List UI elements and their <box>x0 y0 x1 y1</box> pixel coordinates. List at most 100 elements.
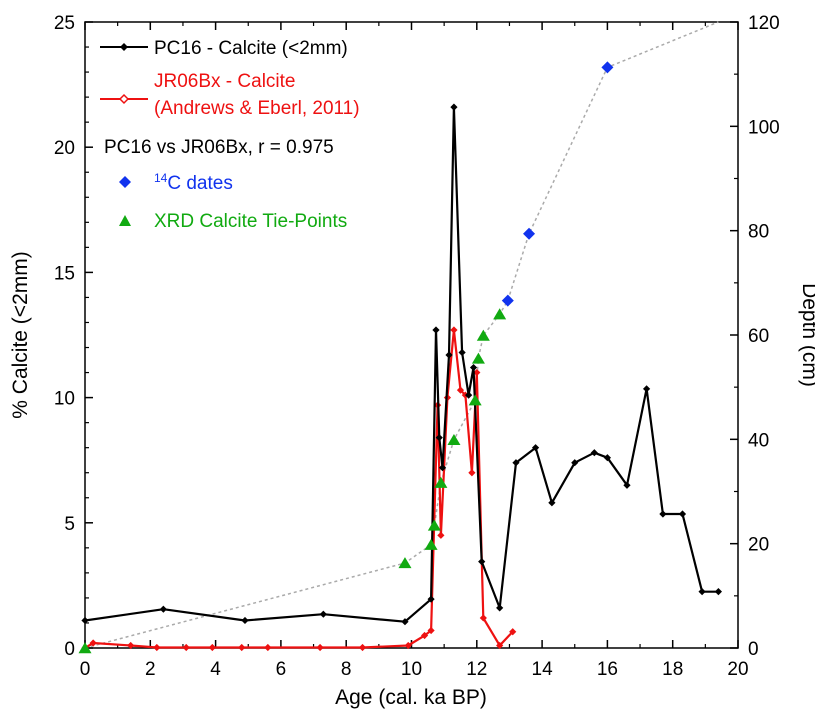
y-tick-label-5: 25 <box>54 13 75 34</box>
y-tick-label-3: 15 <box>54 263 75 284</box>
x-tick-label-1: 2 <box>145 659 156 680</box>
series-0-point-7 <box>435 434 443 442</box>
series-1-point-21 <box>479 614 487 622</box>
x-axis-title: Age (cal. ka BP) <box>335 686 487 709</box>
series-3-point-2 <box>601 61 614 74</box>
y-tick-label-2: 10 <box>54 389 75 410</box>
series-4-point-6 <box>468 394 482 406</box>
series-4-point-9 <box>493 308 507 320</box>
series-0-point-15 <box>496 604 504 612</box>
legend-c14-marker <box>119 176 131 188</box>
series-3-point-1 <box>523 227 536 240</box>
series-0-point-12 <box>465 391 473 399</box>
series-0-point-13 <box>469 363 478 372</box>
legend-jr06-label-2: (Andrews & Eberl, 2011) <box>154 98 360 119</box>
series-0-point-26 <box>698 588 706 596</box>
legend-pc16-label: PC16 - Calcite (<2mm) <box>154 38 348 59</box>
series-0-point-1 <box>159 605 167 613</box>
series-0-point-22 <box>623 481 631 489</box>
series-4-point-7 <box>471 352 485 364</box>
series-3-point-0 <box>501 294 514 307</box>
y2-tick-label-1: 20 <box>748 535 769 556</box>
series-4-point-2 <box>424 538 438 550</box>
series-4-point-5 <box>447 434 461 446</box>
y2-tick-label-6: 120 <box>748 13 780 34</box>
x-tick-label-6: 12 <box>466 659 487 680</box>
series-1-point-20 <box>473 368 481 377</box>
legend-pc16-marker <box>120 43 128 51</box>
series-0-point-25 <box>678 510 687 518</box>
series-0-point-10 <box>450 103 458 111</box>
series-4-point-1 <box>398 557 412 569</box>
series-1-point-7 <box>264 643 272 652</box>
series-1-point-3 <box>153 643 161 652</box>
series-0-point-19 <box>571 459 579 467</box>
series-0-point-21 <box>603 454 611 462</box>
y2-tick-label-4: 80 <box>748 222 769 243</box>
series-0-point-23 <box>642 385 651 393</box>
correlation-stats: PC16 vs JR06Bx, r = 0.975 <box>104 137 334 158</box>
y-tick-label-1: 5 <box>64 514 75 535</box>
series-0-point-3 <box>319 610 327 618</box>
legend-xrd-label: XRD Calcite Tie-Points <box>154 211 347 232</box>
y-tick-label-4: 20 <box>54 138 75 159</box>
series-4-point-3 <box>427 519 441 531</box>
series-1-point-14 <box>437 531 445 539</box>
x-tick-label-0: 0 <box>80 659 91 680</box>
y2-tick-label-0: 0 <box>748 639 759 660</box>
y2-tick-label-3: 60 <box>748 326 769 347</box>
series-1-point-16 <box>450 326 458 334</box>
series-0-point-8 <box>438 464 447 472</box>
series-1-point-8 <box>316 643 324 652</box>
x-tick-label-3: 6 <box>276 659 287 680</box>
series-0-point-18 <box>548 499 556 507</box>
series-4-point-8 <box>476 329 490 341</box>
series-1-point-9 <box>358 643 367 652</box>
series-0-point-4 <box>401 618 409 626</box>
legend: PC16 - Calcite (<2mm) JR06Bx - Calcite (… <box>100 38 360 232</box>
series-1-point-2 <box>127 641 135 650</box>
series-0-point-24 <box>659 510 667 518</box>
x-tick-label-5: 10 <box>401 659 422 680</box>
y2-tick-label-2: 40 <box>748 430 769 451</box>
legend-jr06-marker <box>118 93 130 105</box>
series-0-point-20 <box>590 449 598 457</box>
series-0-point-11 <box>458 348 466 357</box>
series-layer <box>78 21 723 654</box>
series-4-point-0 <box>78 642 92 654</box>
x-tick-label-8: 16 <box>597 659 618 680</box>
series-1-point-10 <box>404 641 412 650</box>
series-1-line <box>84 328 514 649</box>
series-1-point-11 <box>420 631 429 640</box>
x-tick-label-7: 14 <box>532 659 554 680</box>
series-0-point-2 <box>241 616 249 625</box>
y-tick-label-0: 0 <box>64 639 75 660</box>
y-axis-title: % Calcite (<2mm) <box>9 251 32 418</box>
legend-xrd-marker <box>119 215 131 226</box>
series-1-point-17 <box>456 386 465 394</box>
x-tick-label-9: 18 <box>662 659 683 680</box>
series-1-point-6 <box>238 643 246 652</box>
series-0-point-6 <box>432 326 440 334</box>
ticks-layer: 0 2 4 6 8 10 12 14 16 18 2005101520250204060801001… <box>54 13 780 680</box>
legend-c14-text: C dates <box>167 173 232 194</box>
x-tick-label-4: 8 <box>341 659 352 680</box>
legend-jr06-label-1: JR06Bx - Calcite <box>154 71 296 92</box>
series-4-point-4 <box>434 476 448 488</box>
series-0-point-27 <box>714 588 723 596</box>
legend-c14-superscript: 14 <box>154 171 168 185</box>
series-1-point-5 <box>208 643 216 652</box>
series-0-point-5 <box>427 595 435 603</box>
y2-tick-label-5: 100 <box>748 117 780 138</box>
series-1-point-22 <box>496 641 504 650</box>
series-1-point-1 <box>89 639 97 647</box>
series-1-point-23 <box>509 628 517 636</box>
series-1-point-4 <box>182 643 190 652</box>
y2-axis-title: Depth (cm) <box>798 283 815 387</box>
series-1-point-19 <box>468 469 476 477</box>
series-0-point-16 <box>512 459 520 467</box>
series-0-point-17 <box>531 444 540 452</box>
x-tick-label-10: 20 <box>727 659 748 680</box>
x-tick-label-2: 4 <box>210 659 221 680</box>
legend-c14-label: 14C dates <box>154 171 233 194</box>
